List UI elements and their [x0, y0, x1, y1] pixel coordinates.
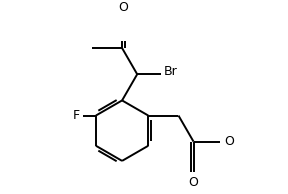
Text: F: F [73, 109, 80, 122]
Text: O: O [119, 1, 128, 14]
Text: O: O [189, 176, 198, 189]
Text: Br: Br [164, 66, 177, 79]
Text: O: O [225, 135, 234, 148]
